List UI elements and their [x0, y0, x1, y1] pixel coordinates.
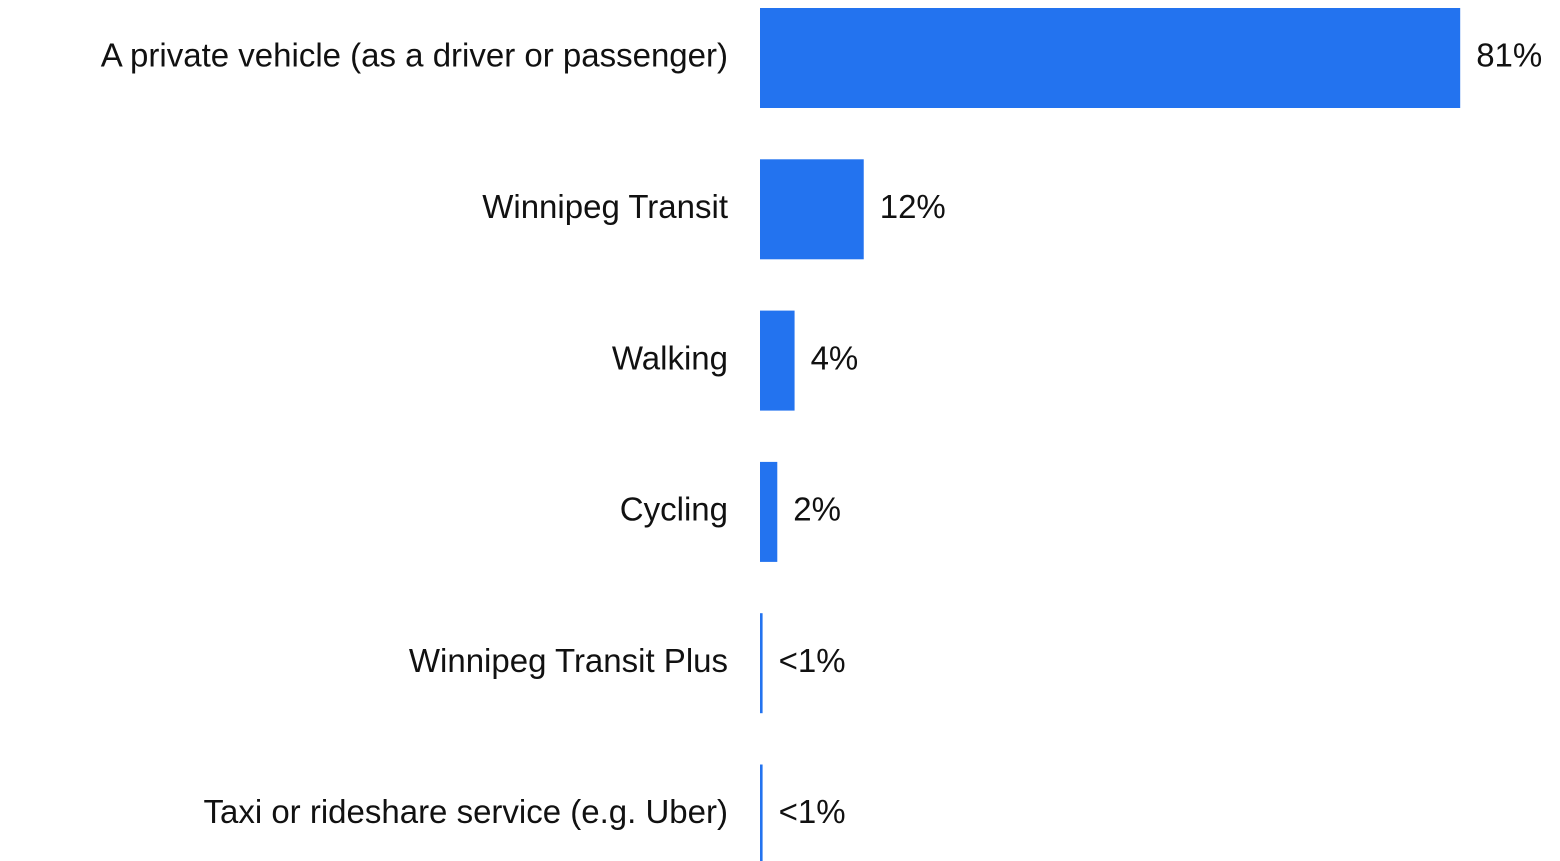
bar	[760, 613, 763, 714]
bar	[760, 461, 778, 562]
value-label: 2%	[793, 491, 841, 528]
category-label: Winnipeg Transit Plus	[409, 642, 728, 679]
bar	[760, 159, 864, 260]
category-label: Taxi or rideshare service (e.g. Uber)	[203, 793, 728, 830]
category-label: Winnipeg Transit	[482, 188, 728, 225]
bar	[760, 8, 1461, 108]
value-label: 81%	[1476, 37, 1542, 74]
bar	[760, 310, 795, 411]
value-label: 4%	[811, 339, 859, 376]
category-label: Walking	[612, 339, 728, 376]
value-label: <1%	[779, 793, 846, 830]
value-label: <1%	[779, 642, 846, 679]
value-label: 12%	[880, 188, 946, 225]
bar	[760, 764, 763, 861]
category-label: A private vehicle (as a driver or passen…	[101, 37, 728, 74]
category-label: Cycling	[620, 491, 728, 528]
